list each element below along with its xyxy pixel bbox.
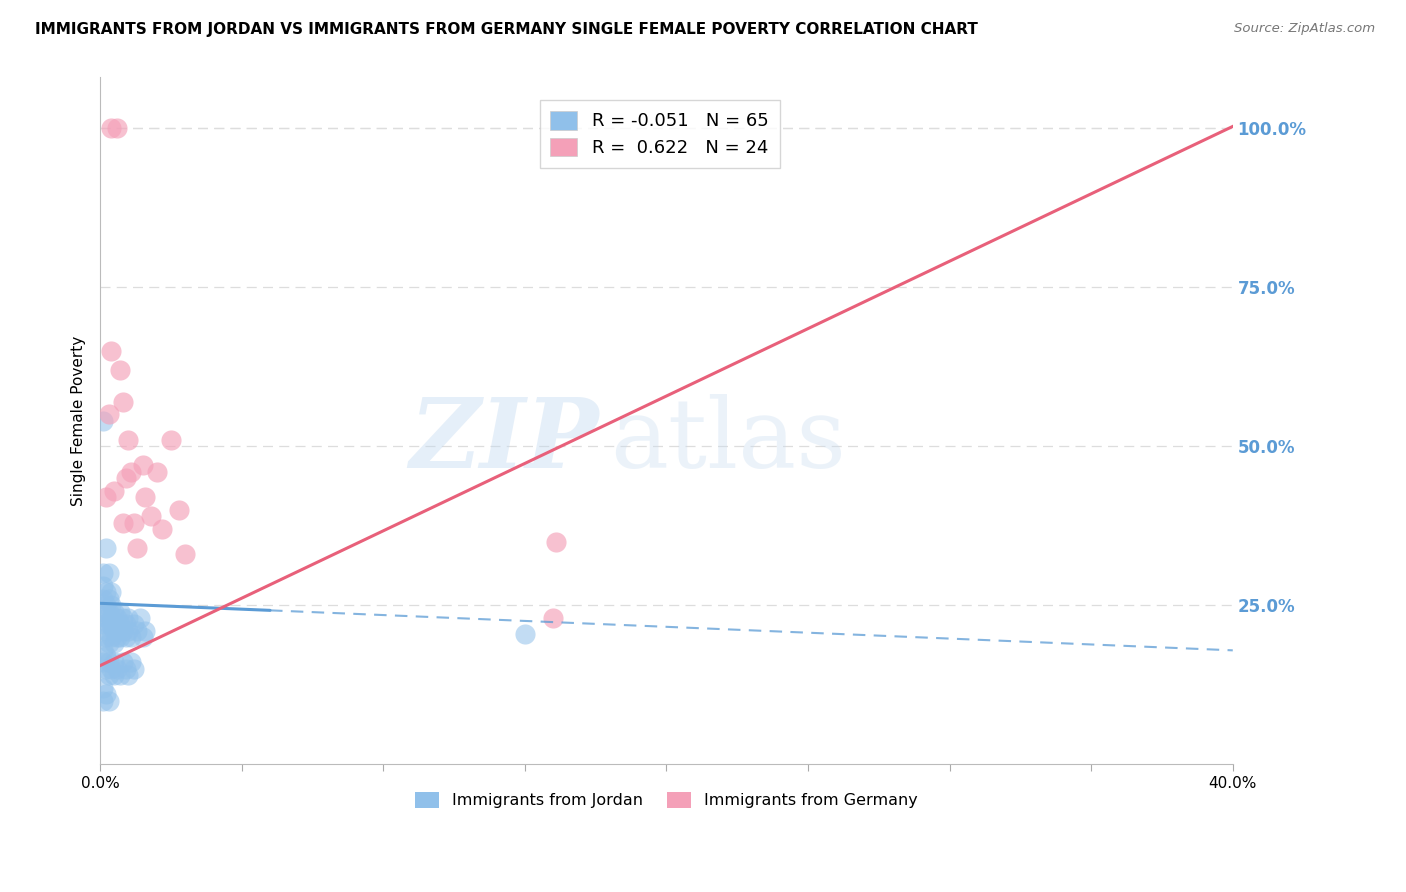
Point bbox=[145, 465, 167, 479]
Point bbox=[91, 566, 114, 581]
Point bbox=[131, 630, 153, 644]
Point bbox=[100, 617, 122, 632]
Point bbox=[160, 433, 183, 447]
Point bbox=[100, 598, 122, 612]
Point bbox=[94, 541, 117, 555]
Point bbox=[97, 566, 120, 581]
Point bbox=[541, 611, 564, 625]
Point bbox=[91, 617, 114, 632]
Point bbox=[103, 624, 125, 638]
Point bbox=[97, 408, 120, 422]
Point bbox=[114, 471, 136, 485]
Point bbox=[100, 662, 122, 676]
Point bbox=[97, 693, 120, 707]
Point bbox=[139, 509, 162, 524]
Text: atlas: atlas bbox=[610, 394, 846, 489]
Point bbox=[544, 534, 567, 549]
Point bbox=[97, 605, 120, 619]
Point bbox=[97, 668, 120, 682]
Point bbox=[105, 611, 128, 625]
Point bbox=[100, 343, 122, 358]
Point bbox=[120, 465, 142, 479]
Point bbox=[91, 642, 114, 657]
Point bbox=[103, 605, 125, 619]
Point bbox=[128, 611, 150, 625]
Point bbox=[125, 624, 148, 638]
Point bbox=[117, 668, 139, 682]
Point bbox=[97, 591, 120, 606]
Point bbox=[97, 636, 120, 650]
Point bbox=[105, 662, 128, 676]
Point bbox=[169, 503, 191, 517]
Point bbox=[97, 656, 120, 670]
Point bbox=[120, 630, 142, 644]
Point bbox=[103, 483, 125, 498]
Point bbox=[122, 617, 145, 632]
Point bbox=[94, 662, 117, 676]
Point bbox=[91, 605, 114, 619]
Point bbox=[108, 668, 131, 682]
Point bbox=[114, 630, 136, 644]
Point bbox=[122, 662, 145, 676]
Point bbox=[174, 547, 197, 561]
Point bbox=[131, 458, 153, 473]
Point bbox=[97, 617, 120, 632]
Point bbox=[103, 617, 125, 632]
Point bbox=[94, 649, 117, 664]
Point bbox=[122, 516, 145, 530]
Point bbox=[108, 630, 131, 644]
Point bbox=[94, 598, 117, 612]
Point bbox=[125, 541, 148, 555]
Point bbox=[91, 681, 114, 695]
Point bbox=[117, 433, 139, 447]
Legend: Immigrants from Jordan, Immigrants from Germany: Immigrants from Jordan, Immigrants from … bbox=[409, 785, 924, 814]
Point bbox=[134, 490, 156, 504]
Point bbox=[103, 656, 125, 670]
Point bbox=[100, 611, 122, 625]
Point bbox=[134, 624, 156, 638]
Point bbox=[105, 624, 128, 638]
Point bbox=[103, 668, 125, 682]
Point bbox=[108, 605, 131, 619]
Point bbox=[114, 617, 136, 632]
Y-axis label: Single Female Poverty: Single Female Poverty bbox=[72, 335, 86, 506]
Point bbox=[100, 630, 122, 644]
Point bbox=[111, 394, 134, 409]
Point bbox=[94, 611, 117, 625]
Point bbox=[94, 585, 117, 599]
Point bbox=[105, 630, 128, 644]
Point bbox=[120, 656, 142, 670]
Point bbox=[91, 693, 114, 707]
Point bbox=[91, 591, 114, 606]
Text: Source: ZipAtlas.com: Source: ZipAtlas.com bbox=[1234, 22, 1375, 36]
Point bbox=[91, 414, 114, 428]
Text: IMMIGRANTS FROM JORDAN VS IMMIGRANTS FROM GERMANY SINGLE FEMALE POVERTY CORRELAT: IMMIGRANTS FROM JORDAN VS IMMIGRANTS FRO… bbox=[35, 22, 979, 37]
Point bbox=[111, 624, 134, 638]
Point bbox=[108, 617, 131, 632]
Point bbox=[91, 656, 114, 670]
Point bbox=[111, 516, 134, 530]
Point bbox=[103, 636, 125, 650]
Point bbox=[111, 611, 134, 625]
Point bbox=[94, 624, 117, 638]
Point bbox=[117, 624, 139, 638]
Point bbox=[513, 627, 536, 641]
Point bbox=[94, 630, 117, 644]
Point bbox=[91, 579, 114, 593]
Point bbox=[94, 687, 117, 701]
Point bbox=[117, 611, 139, 625]
Point bbox=[100, 585, 122, 599]
Text: ZIP: ZIP bbox=[409, 394, 599, 489]
Point bbox=[105, 121, 128, 136]
Point bbox=[114, 662, 136, 676]
Point bbox=[152, 522, 174, 536]
Point bbox=[94, 490, 117, 504]
Point bbox=[108, 363, 131, 377]
Point bbox=[100, 121, 122, 136]
Point bbox=[111, 656, 134, 670]
